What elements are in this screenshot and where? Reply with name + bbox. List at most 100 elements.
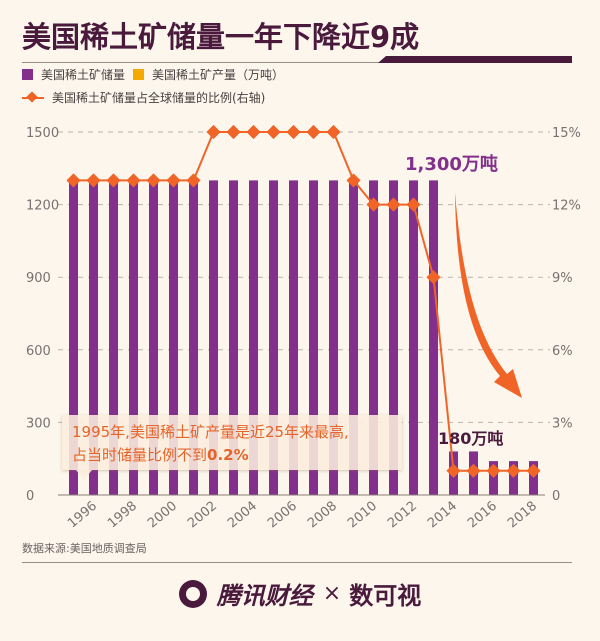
x-tick-label: 2004 bbox=[225, 499, 260, 532]
chart-title: 美国稀土矿储量一年下降近9成 bbox=[22, 20, 420, 54]
ratio-marker bbox=[346, 173, 361, 188]
right-tick-label: 12% bbox=[552, 199, 581, 214]
reserves-bar bbox=[149, 180, 158, 495]
reserves-bar bbox=[349, 180, 358, 495]
legend-label-ratio: 美国稀土矿储量占全球储量的比例(右轴) bbox=[52, 91, 266, 105]
left-tick-label: 300 bbox=[26, 416, 51, 431]
left-tick-label: 600 bbox=[26, 344, 51, 359]
legend-label-reserves: 美国稀土矿储量 bbox=[41, 68, 126, 82]
ratio-marker bbox=[426, 270, 441, 285]
x-tick-label: 2008 bbox=[305, 499, 340, 532]
reserves-bar bbox=[229, 180, 238, 495]
ratio-marker bbox=[186, 173, 201, 188]
reserves-bar bbox=[389, 180, 398, 495]
ratio-marker bbox=[226, 124, 241, 140]
brand-tencent-finance: 腾讯财经 bbox=[216, 582, 313, 610]
reserves-bar bbox=[289, 180, 298, 495]
reserves-bar bbox=[249, 180, 258, 495]
reserves-bars bbox=[69, 180, 538, 495]
ratio-marker bbox=[326, 124, 341, 140]
reserves-bar bbox=[369, 180, 378, 495]
reserves-bar bbox=[409, 180, 418, 495]
ratio-marker bbox=[506, 463, 521, 478]
callout-box: 1995年,美国稀土矿产量是近25年来最高, 占当时储量比例不到0.2% bbox=[62, 415, 402, 480]
low-value-label: 180万吨 bbox=[438, 429, 503, 448]
reserves-bar bbox=[89, 180, 98, 495]
x-tick-label: 2002 bbox=[185, 499, 220, 532]
ratio-marker bbox=[206, 124, 221, 140]
right-tick-label: 9% bbox=[552, 271, 573, 286]
ratio-marker bbox=[66, 173, 81, 188]
x-tick-label: 1998 bbox=[105, 499, 140, 532]
ratio-marker bbox=[286, 124, 301, 140]
x-tick-label: 2014 bbox=[425, 499, 460, 532]
ratio-marker bbox=[526, 463, 541, 478]
callout-text-prefix: 占当时储量比例不到 bbox=[72, 446, 208, 464]
ratio-marker bbox=[406, 197, 421, 212]
reserves-bar bbox=[489, 461, 498, 495]
reserves-bar bbox=[429, 180, 438, 495]
x-axis-labels: 1996 1998 2000 2002 2004 2006 2008 2010 2012 2014… bbox=[65, 499, 540, 532]
ratio-marker bbox=[266, 124, 281, 140]
legend-item-production: 美国稀土矿产量（万吨） bbox=[133, 66, 284, 83]
right-tick-label: 0 bbox=[552, 489, 560, 504]
left-axis-ticks: 0 300 600 900 1200 1500 bbox=[26, 126, 59, 504]
left-tick-label: 0 bbox=[26, 489, 34, 504]
ratio-marker bbox=[386, 197, 401, 212]
ratio-marker bbox=[306, 124, 321, 140]
x-tick-label: 2018 bbox=[505, 499, 540, 532]
tencent-finance-logo-icon bbox=[178, 579, 207, 608]
reserves-bar bbox=[269, 180, 278, 495]
peak-value-label: 1,300万吨 bbox=[405, 153, 498, 175]
x-tick-label: 2012 bbox=[385, 499, 420, 532]
callout-text-line1: 1995年,美国稀土矿产量是近25年来最高, bbox=[72, 423, 349, 441]
callout-value: 0.2% bbox=[207, 446, 249, 464]
footer-divider bbox=[22, 562, 572, 563]
right-axis-ticks: 0 3% 6% 9% 12% 15% bbox=[552, 126, 581, 504]
x-tick-label: 1996 bbox=[65, 499, 100, 532]
left-tick-label: 900 bbox=[26, 271, 51, 286]
reserves-bar bbox=[329, 180, 338, 495]
x-tick-label: 2010 bbox=[345, 499, 380, 532]
downward-arrow-icon bbox=[455, 192, 522, 398]
right-tick-label: 15% bbox=[552, 126, 581, 141]
ratio-marker bbox=[246, 124, 261, 140]
reserves-bar bbox=[189, 180, 198, 495]
reserves-bar bbox=[109, 180, 118, 495]
data-source: 数据来源:美国地质调查局 bbox=[22, 542, 147, 555]
x-tick-label: 2000 bbox=[145, 499, 180, 532]
ratio-line-marker-icon bbox=[22, 92, 44, 104]
brand-shukeshi: 数可视 bbox=[349, 582, 422, 610]
ratio-marker bbox=[146, 173, 161, 188]
legend-label-production: 美国稀土矿产量（万吨） bbox=[152, 68, 285, 82]
legend-line: 美国稀土矿储量占全球储量的比例(右轴) bbox=[22, 89, 265, 106]
reserves-bar bbox=[529, 461, 538, 495]
footer-brand: 腾讯财经 × 数可视 bbox=[0, 576, 600, 611]
title-divider bbox=[22, 62, 572, 63]
right-tick-label: 6% bbox=[552, 344, 573, 359]
ratio-marker bbox=[106, 173, 121, 188]
ratio-marker bbox=[466, 463, 481, 478]
legend: 美国稀土矿储量 美国稀土矿产量（万吨） bbox=[22, 66, 292, 83]
ratio-marker bbox=[126, 173, 141, 188]
x-tick-label: 2006 bbox=[265, 499, 300, 532]
production-swatch-icon bbox=[133, 69, 145, 80]
reserves-swatch-icon bbox=[22, 69, 33, 80]
reserves-bar bbox=[309, 180, 318, 495]
collab-separator: × bbox=[322, 581, 342, 606]
left-tick-label: 1500 bbox=[26, 126, 59, 141]
right-tick-label: 3% bbox=[552, 416, 573, 431]
reserves-bar bbox=[209, 180, 218, 495]
ratio-marker bbox=[86, 173, 101, 188]
legend-item-reserves: 美国稀土矿储量 bbox=[22, 66, 125, 83]
title-accent-bar bbox=[378, 56, 572, 63]
ratio-marker bbox=[446, 463, 461, 478]
ratio-marker bbox=[366, 197, 381, 212]
left-tick-label: 1200 bbox=[26, 199, 59, 214]
x-tick-label: 2016 bbox=[465, 499, 500, 532]
ratio-marker bbox=[166, 173, 181, 188]
ratio-marker bbox=[486, 463, 501, 478]
reserves-bar bbox=[69, 180, 78, 495]
callout-text-line2: 占当时储量比例不到0.2% bbox=[72, 444, 249, 465]
